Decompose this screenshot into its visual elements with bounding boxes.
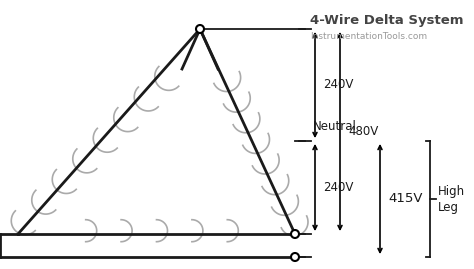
Text: Neutral: Neutral [313, 120, 357, 133]
Text: InstrumentationTools.com: InstrumentationTools.com [310, 32, 427, 41]
Text: High
Leg: High Leg [438, 185, 465, 214]
Circle shape [291, 253, 299, 261]
Circle shape [196, 25, 204, 33]
Circle shape [291, 230, 299, 238]
Text: 480V: 480V [348, 125, 378, 138]
Text: 4-Wire Delta System: 4-Wire Delta System [310, 14, 464, 27]
Text: 415V: 415V [388, 193, 422, 206]
Text: 240V: 240V [323, 79, 354, 91]
Text: 240V: 240V [323, 181, 354, 194]
